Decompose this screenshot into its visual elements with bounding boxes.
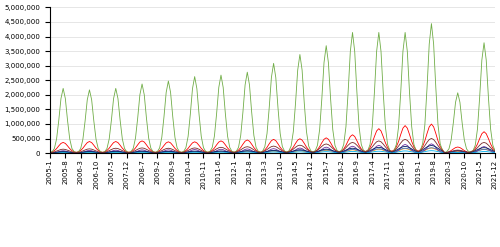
Croatia [492,149,498,152]
Croatia [47,151,53,154]
Montenegro [280,151,285,154]
North Macedonia [47,152,53,155]
Bulgaria [47,151,53,154]
Albania [47,152,53,155]
Bulgaria [442,151,448,154]
Bulgaria [428,123,434,125]
Line: Slovenia: Slovenia [50,139,495,153]
Line: Bosnia: Bosnia [50,148,495,153]
Line: Albania: Albania [50,148,495,153]
Bosnia [442,151,448,154]
Serbia [492,150,498,153]
North Macedonia [492,151,498,154]
Line: Croatia: Croatia [50,24,495,152]
Bosnia [122,151,128,154]
Serbia [166,150,172,153]
Albania [122,151,128,154]
North Macedonia [95,151,101,154]
Bosnia [166,150,172,153]
Bulgaria [376,127,382,130]
Montenegro [270,147,276,150]
Albania [376,148,382,151]
Line: North Macedonia: North Macedonia [50,151,495,153]
Croatia [270,62,276,65]
Montenegro [376,144,382,147]
Serbia [122,151,128,154]
Slovenia [492,150,498,153]
Serbia [47,151,53,154]
Line: Bulgaria: Bulgaria [50,124,495,153]
Croatia [122,147,128,150]
Serbia [376,146,382,149]
Bulgaria [492,149,498,152]
Bulgaria [122,149,128,152]
Line: Serbia: Serbia [50,145,495,153]
North Macedonia [376,150,382,153]
Croatia [428,22,434,25]
Montenegro [166,148,172,151]
Bulgaria [270,138,276,141]
Slovenia [376,139,382,142]
Albania [270,149,276,152]
Albania [280,151,285,154]
Serbia [280,150,285,153]
Croatia [442,151,448,154]
Bosnia [270,149,276,152]
Albania [492,151,498,154]
Croatia [95,147,101,150]
Croatia [280,145,285,148]
Croatia [166,80,172,82]
Slovenia [95,150,101,153]
Slovenia [122,150,128,153]
Bosnia [428,146,434,149]
North Macedonia [428,149,434,152]
Serbia [95,151,101,154]
Albania [166,150,172,153]
Slovenia [47,151,53,154]
Serbia [270,149,276,152]
Montenegro [492,151,498,154]
Bulgaria [280,148,285,151]
Bulgaria [166,140,172,143]
Montenegro [95,151,101,154]
Bosnia [376,147,382,150]
Slovenia [166,147,172,150]
Slovenia [280,149,285,152]
Slovenia [270,145,276,148]
Bosnia [280,151,285,154]
Albania [428,146,434,149]
Bulgaria [95,149,101,152]
Serbia [428,144,434,147]
North Macedonia [270,150,276,153]
Bosnia [47,151,53,154]
Montenegro [47,152,53,155]
Montenegro [428,142,434,145]
Bosnia [95,151,101,154]
Bosnia [492,151,498,154]
Albania [95,151,101,154]
North Macedonia [280,151,285,154]
North Macedonia [166,151,172,154]
Croatia [376,31,382,34]
Line: Montenegro: Montenegro [50,144,495,153]
Montenegro [122,151,128,154]
Slovenia [442,151,448,154]
North Macedonia [122,151,128,154]
Slovenia [428,137,434,140]
